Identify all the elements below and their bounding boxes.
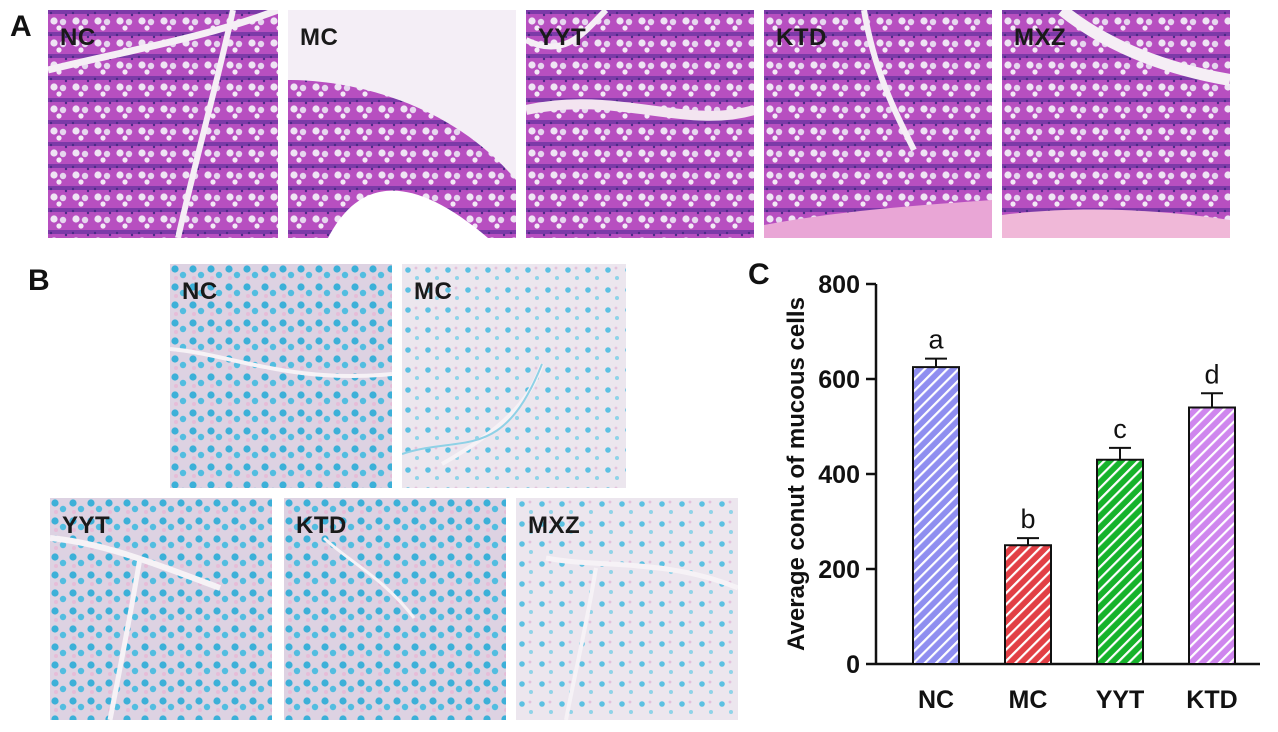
x-tick-label-yyt: YYT xyxy=(1096,686,1145,714)
y-axis-label: Average conut of mucous cells xyxy=(783,297,810,651)
bar-hatch-yyt xyxy=(1098,460,1142,663)
he-label-nc: NC xyxy=(60,24,96,51)
ab-micrograph-mxz: MXZ xyxy=(516,498,738,720)
ab-tissue-texture xyxy=(402,264,626,488)
he-label-mc: MC xyxy=(300,24,339,51)
he-tissue-texture xyxy=(764,10,992,238)
ab-micrograph-mc: MC xyxy=(402,264,626,488)
he-tissue-texture xyxy=(526,10,754,238)
he-label-ktd: KTD xyxy=(776,24,827,51)
panel-letter-a: A xyxy=(10,10,32,43)
y-tick-label: 400 xyxy=(818,461,860,489)
he-label-mxz: MXZ xyxy=(1014,24,1067,51)
significance-label-mc: b xyxy=(1020,504,1035,534)
chart-axes: 0200400600800NCMCYYTKTDMXZ xyxy=(818,271,1260,714)
panel-letter-c: C xyxy=(748,258,770,291)
x-tick-label-nc: NC xyxy=(918,686,954,714)
significance-label-ktd: d xyxy=(1204,359,1219,389)
mucous-cell-bar-chart: Average conut of mucous cells 0 200 400 600… xyxy=(783,271,1260,714)
significance-label-yyt: c xyxy=(1113,414,1127,444)
he-label-yyt: YYT xyxy=(538,24,587,51)
x-tick-label-mc: MC xyxy=(1009,686,1048,714)
he-micrograph-ktd: KTD xyxy=(764,10,992,238)
ab-label-nc: NC xyxy=(182,278,218,305)
ab-label-mxz: MXZ xyxy=(528,512,581,539)
y-tick-label: 0 xyxy=(846,651,860,679)
ab-micrograph-yyt: YYT xyxy=(50,498,272,720)
bar-hatch-ktd xyxy=(1190,408,1234,663)
he-tissue-texture xyxy=(288,10,516,238)
ab-label-ktd: KTD xyxy=(296,512,347,539)
y-tick-label: 200 xyxy=(818,556,860,584)
he-micrograph-mxz: MXZ xyxy=(1002,10,1230,238)
ab-micrograph-ktd: KTD xyxy=(284,498,506,720)
y-tick-label: 600 xyxy=(818,366,860,394)
ab-tissue-texture xyxy=(170,264,392,488)
he-tissue-texture xyxy=(1002,10,1230,238)
he-tissue-texture xyxy=(48,10,278,238)
chart-bars: abcde xyxy=(912,325,1236,665)
ab-tissue-texture xyxy=(50,498,272,720)
he-micrograph-mc: MC xyxy=(288,10,516,238)
ab-tissue-texture xyxy=(284,498,506,720)
ab-label-yyt: YYT xyxy=(62,512,111,539)
ab-label-mc: MC xyxy=(414,278,453,305)
significance-label-nc: a xyxy=(928,325,944,355)
ab-tissue-texture xyxy=(516,498,738,720)
ab-micrograph-nc: NC xyxy=(170,264,392,488)
bar-hatch-mc xyxy=(1006,546,1050,663)
bar-hatch-nc xyxy=(914,368,958,663)
y-tick-label: 800 xyxy=(818,271,860,299)
x-tick-label-ktd: KTD xyxy=(1186,686,1237,714)
panel-letter-b: B xyxy=(28,264,50,297)
he-micrograph-nc: NC xyxy=(48,10,278,238)
he-micrograph-yyt: YYT xyxy=(526,10,754,238)
